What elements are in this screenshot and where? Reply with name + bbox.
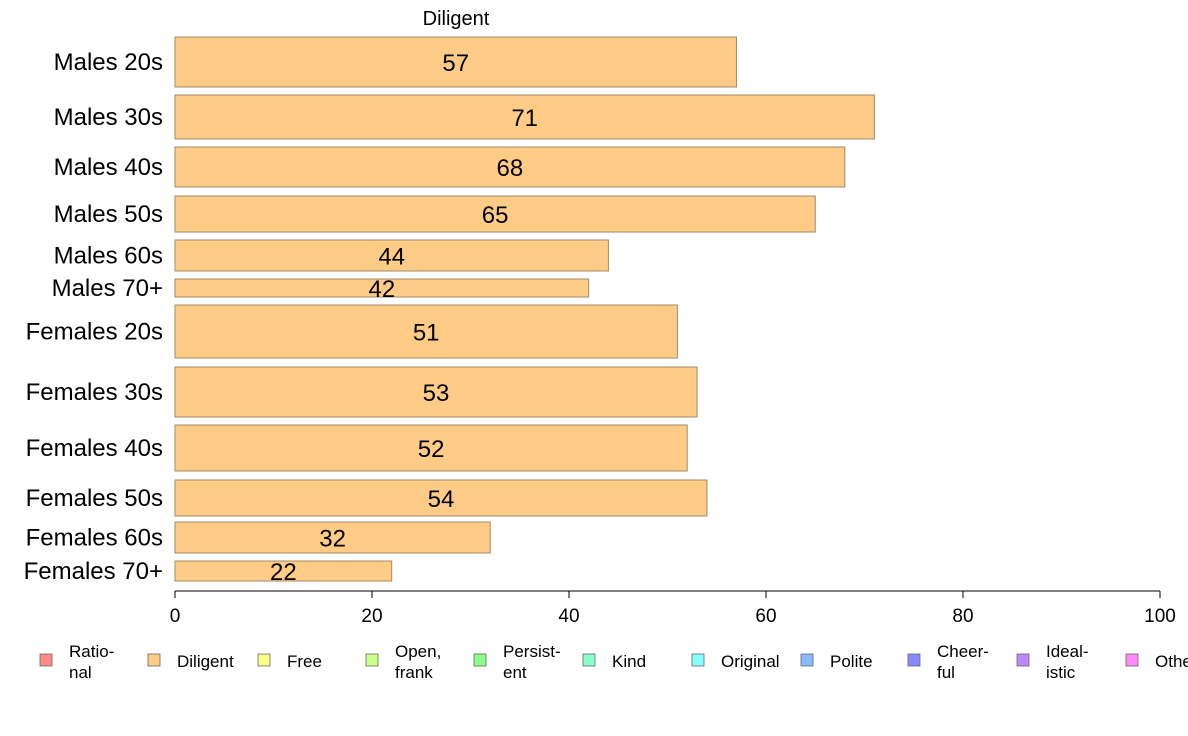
legend-swatch <box>800 653 814 667</box>
data-label: 22 <box>270 559 297 586</box>
legend-label: Polite <box>830 652 873 671</box>
legend-swatch <box>1125 653 1139 667</box>
category-label: Males 30s <box>54 104 163 131</box>
legend-swatch <box>582 653 596 667</box>
legend-swatch <box>473 653 487 667</box>
category-label: Males 70+ <box>52 275 163 302</box>
legend-label: Open, frank <box>395 642 441 682</box>
bar <box>174 304 678 359</box>
data-label: 32 <box>319 526 346 553</box>
data-label: 57 <box>442 50 469 77</box>
legend-label: Persist-ent <box>503 642 561 682</box>
legend-swatch <box>365 653 379 667</box>
legend-swatch <box>907 653 921 667</box>
legend-label: Other <box>1155 652 1188 671</box>
bar <box>174 521 491 554</box>
category-label: Males 60s <box>54 243 163 270</box>
x-tick-label: 0 <box>170 606 181 627</box>
category-label: Females 50s <box>26 485 163 512</box>
bar <box>174 278 590 298</box>
bar <box>174 479 708 517</box>
bar <box>174 146 846 188</box>
legend-label: Cheer-ful <box>937 642 989 682</box>
chart-title: Diligent <box>423 8 490 30</box>
data-label: 51 <box>413 320 440 347</box>
data-label: 68 <box>497 155 524 182</box>
legend-swatch <box>1016 653 1030 667</box>
legend-label: Diligent <box>177 652 234 671</box>
legend-swatch <box>257 653 271 667</box>
bar <box>174 424 688 472</box>
legend: Ratio-nal Diligent Free Open, frank Persist-e… <box>39 642 1188 682</box>
legend-label: Ratio-nal <box>69 642 114 682</box>
x-tick-label: 40 <box>558 606 579 627</box>
legend-label: Free <box>287 652 322 671</box>
bars-group: Males 20s 57 Males 30s 71 Males 40s 68 Males 5… <box>24 36 875 586</box>
category-label: Females 60s <box>26 525 163 552</box>
bar <box>174 560 393 582</box>
category-label: Males 40s <box>54 154 163 181</box>
x-axis: 0 20 40 60 80 100 <box>170 590 1176 627</box>
category-label: Females 30s <box>26 379 163 406</box>
legend-swatch <box>147 653 161 667</box>
bar <box>174 36 737 88</box>
category-label: Males 20s <box>54 49 163 76</box>
data-label: 65 <box>482 202 509 229</box>
data-label: 52 <box>418 436 445 463</box>
data-label: 44 <box>378 244 405 271</box>
data-label: 71 <box>511 105 538 132</box>
legend-swatch <box>39 653 53 667</box>
category-label: Females 40s <box>26 435 163 462</box>
bar <box>174 366 698 418</box>
category-label: Males 50s <box>54 201 163 228</box>
bar <box>174 195 816 233</box>
bar <box>174 239 609 272</box>
x-tick-label: 100 <box>1144 606 1176 627</box>
data-label: 42 <box>368 276 395 303</box>
legend-label: Original <box>721 652 780 671</box>
legend-label: Kind <box>612 652 646 671</box>
category-label: Females 70+ <box>24 558 163 585</box>
data-label: 53 <box>423 380 450 407</box>
x-tick-label: 20 <box>361 606 382 627</box>
legend-label: Ideal-istic <box>1046 642 1089 682</box>
legend-swatch <box>691 653 705 667</box>
category-label: Females 20s <box>26 319 163 346</box>
x-tick-label: 80 <box>952 606 973 627</box>
x-tick-label: 60 <box>755 606 776 627</box>
data-label: 54 <box>428 486 455 513</box>
bar <box>174 94 875 140</box>
